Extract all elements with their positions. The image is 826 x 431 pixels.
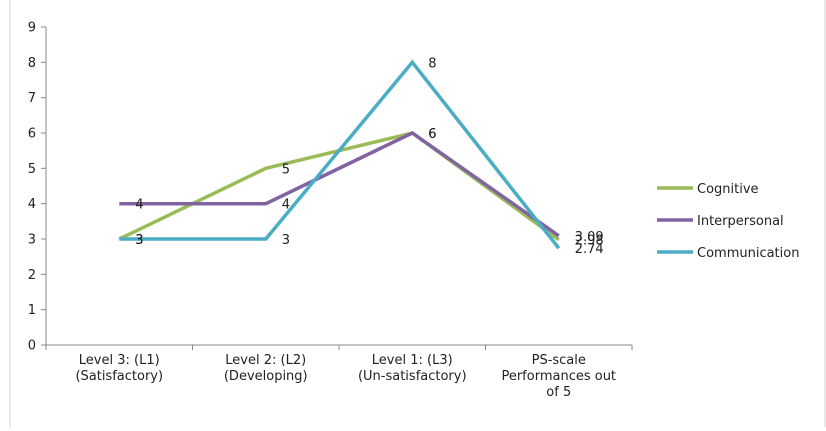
data-label-interpersonal: 3.09 (575, 230, 604, 245)
y-tick-label: 2 (28, 268, 36, 283)
y-tick-label: 1 (28, 303, 36, 318)
data-label-interpersonal: 6 (428, 127, 436, 142)
x-category-label: Level 1: (L3) (Un-satisfactory) (358, 353, 467, 384)
legend-label-communication: Communication (697, 246, 799, 261)
data-label-cognitive: 6 (428, 127, 436, 142)
x-category-label: Level 2: (L2) (Developing) (224, 353, 308, 384)
x-category-label: Level 3: (L1) (Satisfactory) (75, 353, 163, 384)
legend-label-interpersonal: Interpersonal (697, 214, 784, 229)
y-tick-label: 6 (28, 127, 36, 142)
data-label-cognitive: 2.98 (575, 234, 604, 249)
data-label-cognitive: 3 (135, 233, 143, 248)
data-label-interpersonal: 4 (282, 198, 290, 213)
data-label-cognitive: 5 (282, 162, 290, 177)
data-label-communication: 3 (135, 233, 143, 248)
x-category-label: PS-scale Performances out of 5 (501, 353, 616, 400)
legend-label-cognitive: Cognitive (697, 182, 759, 197)
y-tick-label: 9 (28, 21, 36, 36)
axes: 0 1 2 3 4 5 6 7 8 9 Level 3: (L1) (Satisfactory) Lev… (28, 21, 633, 400)
series-line-communication (119, 59, 561, 250)
data-label-communication: 2.74 (575, 242, 604, 257)
data-label-communication: 3 (282, 233, 290, 248)
series-layer (118, 59, 561, 250)
y-tick-label: 0 (28, 339, 36, 354)
series-line-interpersonal (119, 130, 560, 238)
y-tick-label: 5 (28, 162, 36, 177)
data-label-communication: 8 (428, 56, 436, 71)
y-tick-label: 8 (28, 56, 36, 71)
data-label-interpersonal: 4 (135, 198, 143, 213)
legend: Cognitive Interpersonal Communication (657, 182, 799, 261)
y-tick-label: 4 (28, 197, 36, 212)
y-tick-label: 7 (28, 91, 36, 106)
y-tick-label: 3 (28, 233, 36, 248)
